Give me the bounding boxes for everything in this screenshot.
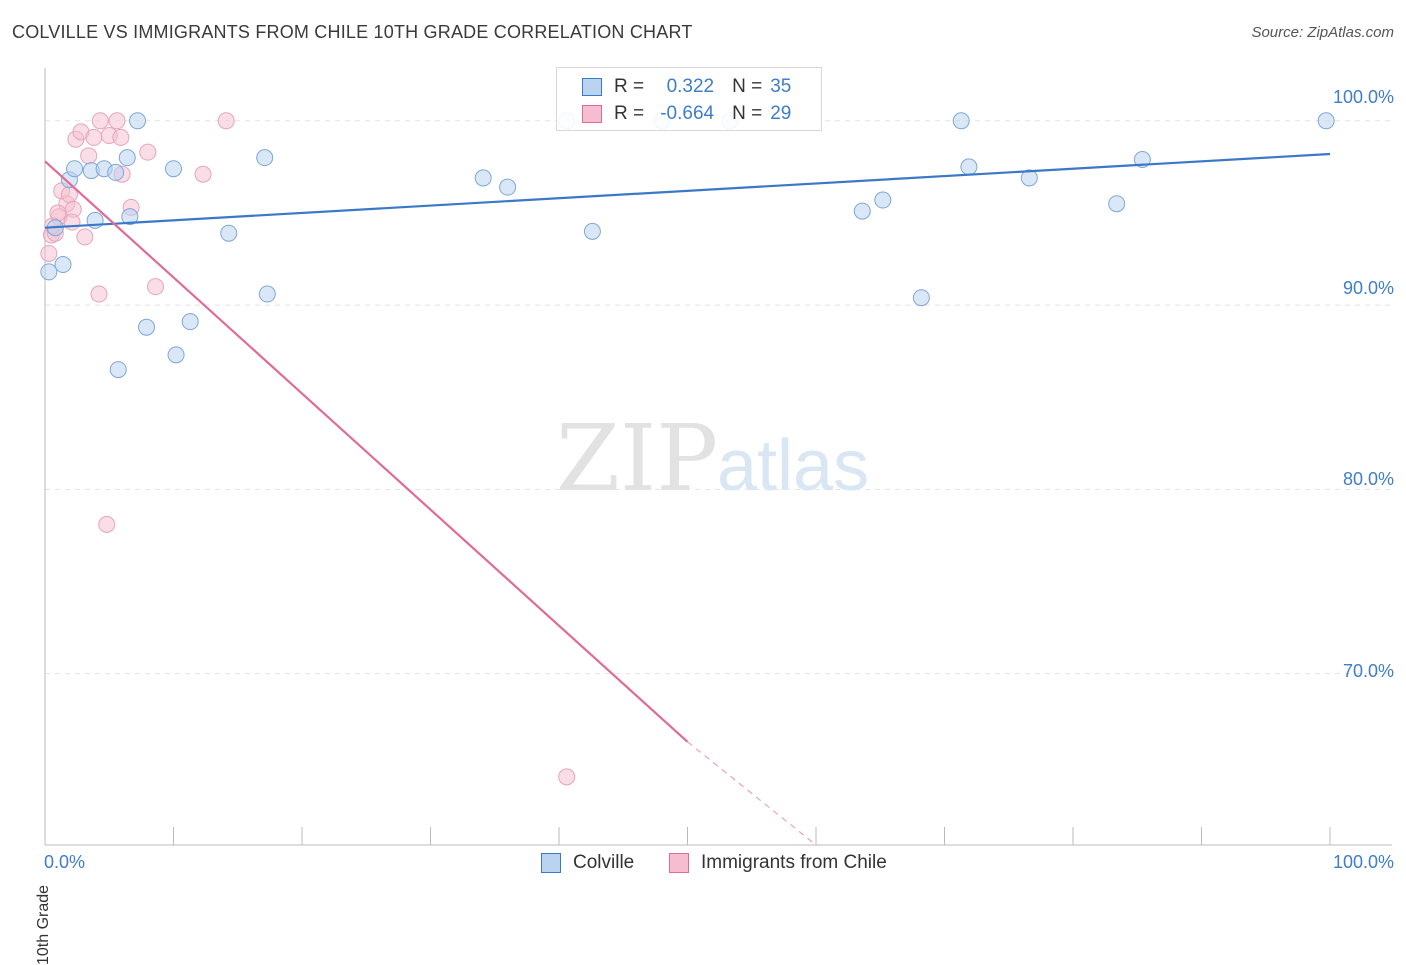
colville-point-18 — [256, 149, 274, 167]
legend-row-colville: R = 0.322 N = 35 — [557, 73, 791, 101]
series-legend: Colville Immigrants from Chile — [0, 852, 1406, 876]
chile-point-22 — [147, 278, 165, 296]
chile-point-23 — [194, 165, 212, 183]
chile-point-18 — [112, 128, 130, 146]
y-tick-label-90: 90.0% — [1342, 278, 1394, 298]
colville-point-26 — [853, 202, 871, 220]
colville-point-27 — [874, 191, 892, 209]
watermark-atlas: atlas — [717, 426, 869, 506]
colville-point-8 — [107, 163, 125, 181]
x-tick-label-max: 100.0% — [1332, 852, 1394, 872]
colville-point-16 — [181, 313, 199, 331]
colville-point-20 — [474, 169, 492, 187]
legend-item-chile: Immigrants from Chile — [669, 852, 887, 874]
legend-row-chile: R = -0.664 N = 29 — [557, 100, 791, 128]
y-tick-label-100: 100.0% — [1332, 87, 1394, 107]
legend-label-chile: Immigrants from Chile — [701, 852, 887, 873]
colville-point-13 — [138, 318, 156, 336]
colville-point-9 — [109, 361, 127, 379]
colville-point-32 — [1108, 195, 1126, 213]
colville-trend-line — [44, 152, 1331, 229]
y-tick-label-80: 80.0% — [1342, 469, 1394, 489]
legend-n-value-chile: 29 — [770, 103, 792, 124]
scatter-chart: ZIP atlas — [40, 68, 1392, 846]
y-axis-label: 10th Grade — [35, 884, 52, 965]
chile-point-21 — [139, 143, 157, 161]
x-tick-label-min: 0.0% — [44, 852, 86, 872]
colville-point-30 — [960, 158, 978, 176]
chile-point-0 — [40, 244, 58, 262]
chile-point-26 — [98, 515, 116, 533]
chile-point-25 — [558, 768, 576, 786]
chile-point-24 — [217, 112, 235, 130]
source-label: Source: ZipAtlas.com — [1251, 24, 1394, 41]
colville-point-0 — [40, 263, 58, 281]
chile-point-12 — [80, 147, 98, 165]
colville-point-14 — [167, 346, 185, 364]
colville-point-17 — [220, 224, 238, 242]
legend-n-value-colville: 35 — [770, 76, 792, 97]
legend-item-colville: Colville — [541, 852, 634, 874]
legend-r-label: R = — [614, 76, 645, 97]
colville-point-31 — [1020, 169, 1038, 187]
colville-points — [40, 112, 1335, 379]
chile-point-13 — [85, 128, 103, 146]
colville-point-28 — [912, 289, 930, 307]
chile-trend-extension — [687, 741, 817, 846]
colville-point-12 — [129, 112, 147, 130]
legend-r-label: R = — [614, 103, 645, 124]
watermark: ZIP atlas — [556, 405, 869, 512]
grid-lines — [45, 120, 1392, 675]
legend-n-label: N = — [732, 76, 763, 97]
correlation-legend: R = 0.322 N = 35 R = -0.664 N = 29 — [556, 67, 822, 131]
legend-swatch-colville — [541, 853, 561, 873]
y-tick-label-70: 70.0% — [1342, 661, 1394, 681]
colville-point-34 — [1317, 112, 1335, 130]
legend-swatch-chile — [582, 105, 602, 123]
colville-point-19 — [258, 285, 276, 303]
chile-point-17 — [108, 112, 126, 130]
trend-lines — [44, 152, 1331, 846]
legend-swatch-colville — [582, 78, 602, 96]
colville-point-4 — [66, 160, 84, 178]
colville-point-2 — [54, 256, 72, 274]
colville-point-10 — [118, 149, 136, 167]
legend-r-value-colville: 0.322 — [666, 76, 715, 97]
watermark-zip: ZIP — [556, 405, 718, 512]
chile-point-14 — [90, 285, 108, 303]
chile-points — [40, 112, 576, 786]
axes — [44, 68, 1392, 846]
colville-point-29 — [952, 112, 970, 130]
legend-swatch-chile — [669, 853, 689, 873]
legend-n-label: N = — [732, 103, 763, 124]
chile-point-15 — [91, 112, 109, 130]
colville-point-21 — [499, 178, 517, 196]
colville-point-15 — [165, 160, 182, 178]
colville-point-11 — [121, 208, 139, 226]
legend-label-colville: Colville — [573, 852, 635, 873]
chile-point-11 — [76, 228, 94, 246]
colville-point-23 — [583, 222, 601, 240]
chile-point-8 — [63, 213, 81, 231]
chart-title: COLVILLE VS IMMIGRANTS FROM CHILE 10TH G… — [12, 22, 693, 42]
legend-r-value-chile: -0.664 — [660, 103, 715, 124]
chile-trend-line — [44, 160, 689, 743]
